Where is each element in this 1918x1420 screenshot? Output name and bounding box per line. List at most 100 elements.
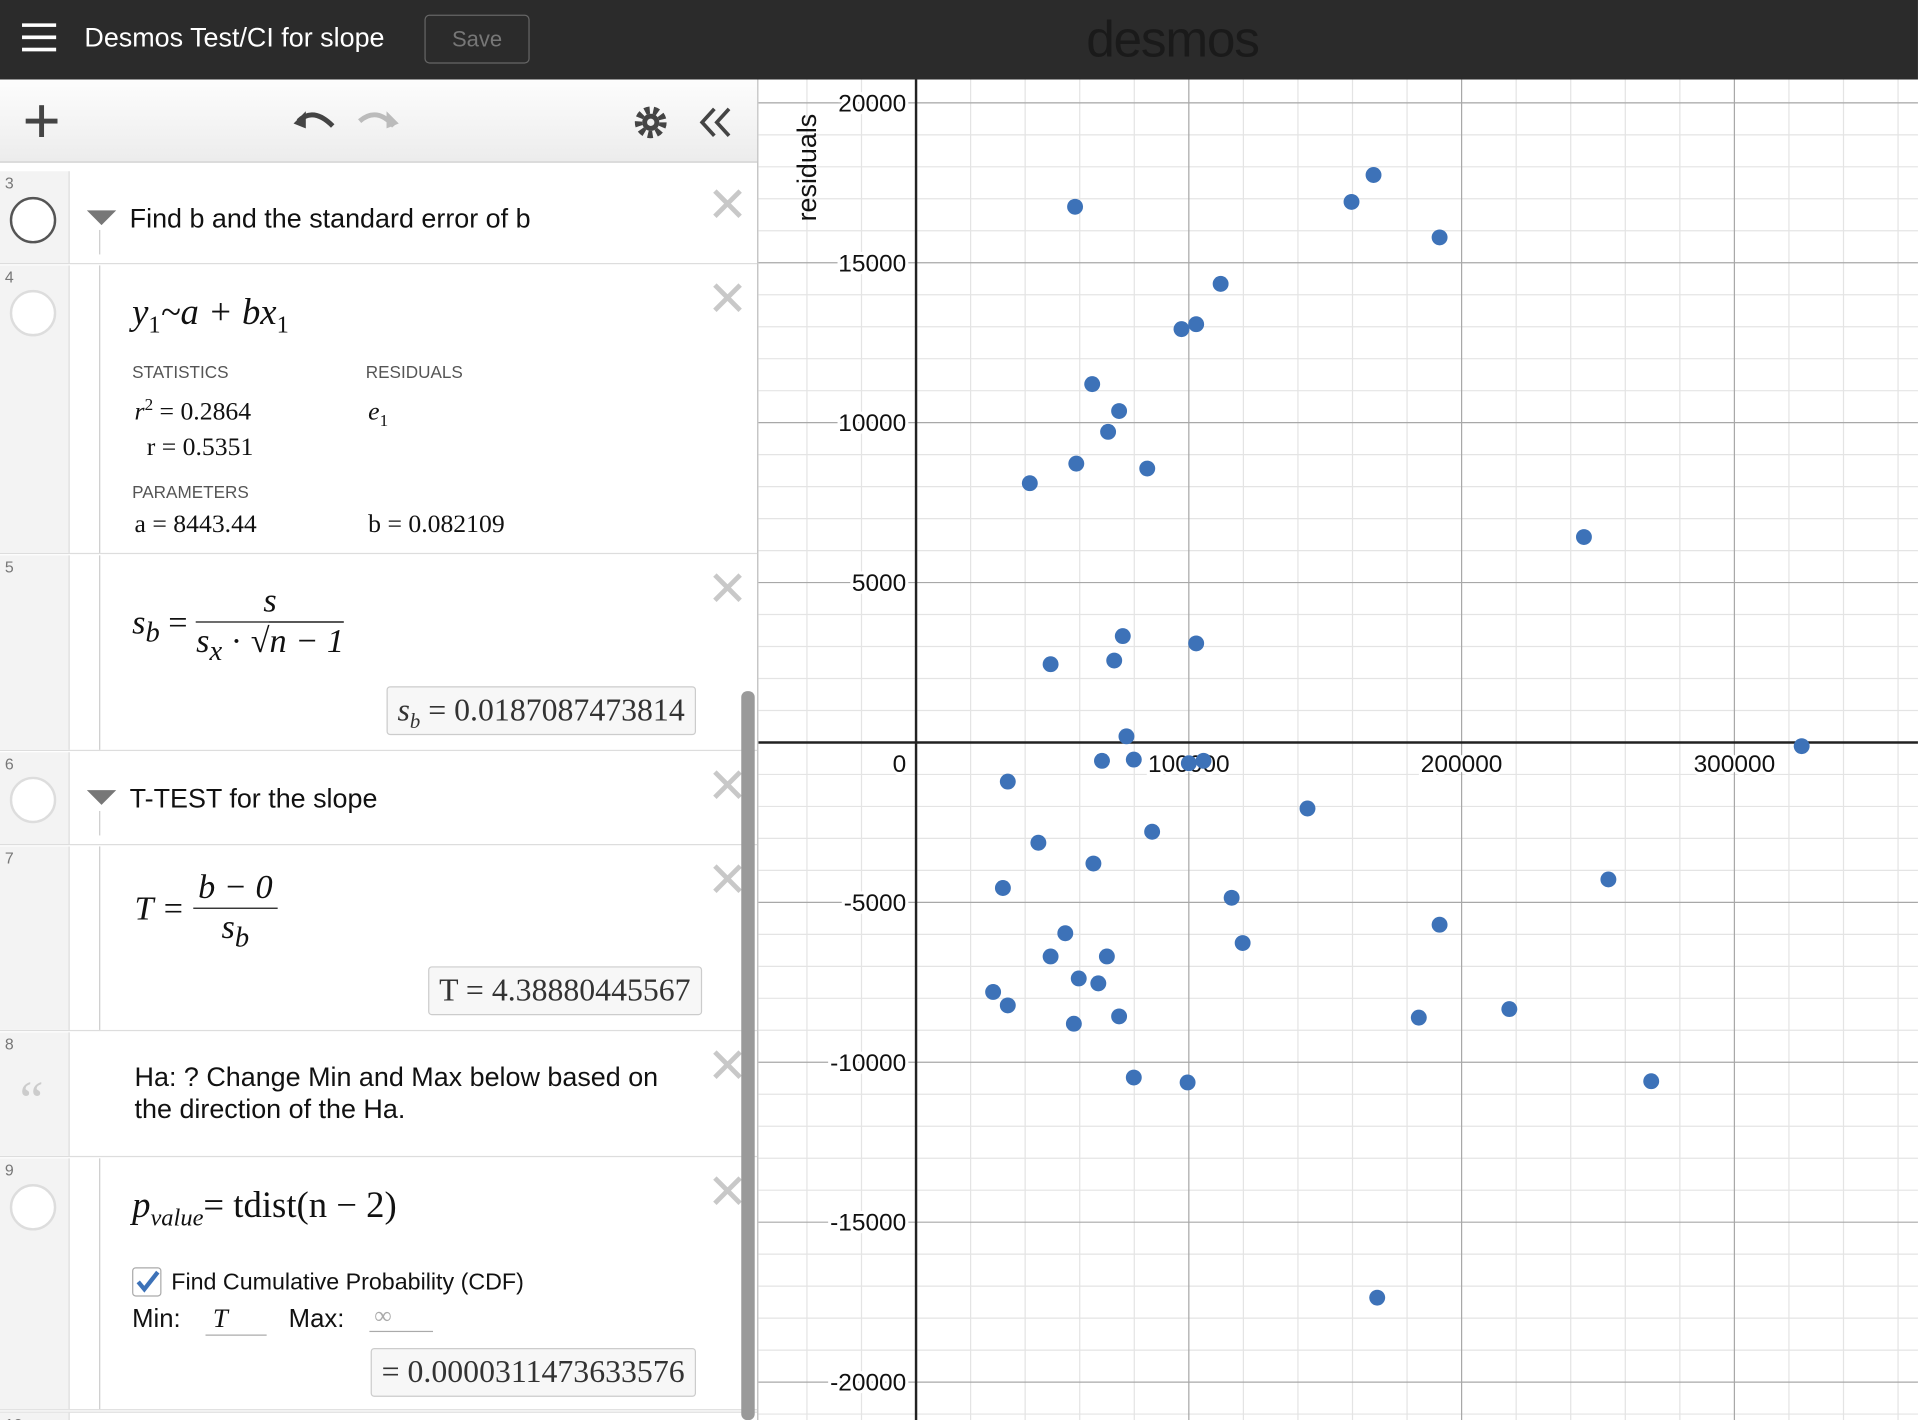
- undo-redo[interactable]: [291, 104, 401, 141]
- r-squared: r2 = 0.2864: [135, 396, 252, 427]
- math: = tdist(n − 2): [203, 1185, 397, 1226]
- param-a: a = 8443.44: [134, 508, 257, 539]
- visibility-toggle[interactable]: [9, 289, 57, 337]
- math: b: [145, 616, 160, 649]
- y-tick-label: -10000: [830, 1050, 906, 1077]
- data-point: [1021, 475, 1038, 492]
- data-point: [1299, 800, 1316, 817]
- indent-bar: [99, 555, 101, 750]
- collapse-button[interactable]: [697, 104, 734, 141]
- toolbar: [0, 79, 758, 163]
- delete-button[interactable]: ✕: [707, 1039, 749, 1094]
- math: y: [132, 292, 149, 333]
- max-input[interactable]: ∞: [369, 1303, 434, 1333]
- data-point: [1068, 455, 1085, 472]
- delete-button[interactable]: ✕: [707, 1165, 749, 1220]
- data-point: [1179, 1074, 1196, 1091]
- math: = 0.0187087473814: [428, 692, 685, 728]
- indent-bar: [99, 846, 101, 1030]
- row-index: 5: [4, 557, 14, 577]
- graph-title[interactable]: Desmos Test/CI for slope: [84, 22, 385, 53]
- logo: desmos: [1086, 9, 1260, 68]
- math: value: [150, 1204, 204, 1232]
- settings-button[interactable]: [632, 104, 669, 141]
- data-point: [1431, 229, 1448, 246]
- menu-button[interactable]: [22, 23, 57, 52]
- numerator: b − 0: [193, 868, 278, 909]
- data-point: [1369, 1289, 1386, 1306]
- data-point: [985, 983, 1002, 1000]
- math: n − 1: [269, 621, 345, 661]
- y-tick-label: 5000: [852, 570, 906, 597]
- heading: RESIDUALS: [365, 362, 463, 382]
- y-axis-label: residuals: [792, 114, 822, 222]
- math: s: [132, 603, 146, 642]
- add-button[interactable]: [24, 104, 58, 138]
- min-input[interactable]: T: [205, 1303, 267, 1336]
- data-point: [1106, 652, 1123, 669]
- folder-toggle[interactable]: [9, 776, 57, 824]
- regression-formula: y1~a + bx1: [132, 292, 289, 340]
- folder-title: Find b and the standard error of b: [129, 203, 531, 234]
- math: b: [409, 709, 421, 733]
- data-point: [1067, 198, 1084, 215]
- data-point: [1188, 316, 1205, 333]
- heading: STATISTICS: [132, 362, 229, 382]
- delete-button[interactable]: ✕: [707, 562, 749, 617]
- data-point: [1111, 403, 1128, 420]
- result: = 0.0000311473633576: [370, 1347, 696, 1397]
- data-point: [1125, 751, 1142, 768]
- scrollbar[interactable]: [741, 691, 755, 1420]
- indent-bar: [99, 1158, 101, 1410]
- math: 1: [148, 311, 161, 339]
- expression-panel: 3 Find b and the standard error of b ✕ 4…: [0, 79, 759, 1420]
- y-tick-label: -15000: [830, 1210, 906, 1237]
- collapse-triangle[interactable]: [86, 208, 118, 228]
- graph: 100000200000300000-20000-15000-10000-500…: [758, 79, 1918, 1420]
- math: ·: [230, 622, 243, 661]
- delete-button[interactable]: ✕: [707, 759, 749, 814]
- indent-bar: [99, 265, 101, 553]
- note-row: 8 “ Ha: ? Change Min and Max below based…: [0, 1032, 758, 1158]
- visibility-toggle[interactable]: [9, 1184, 57, 1231]
- data-point: [1501, 1001, 1518, 1018]
- data-point: [1188, 635, 1205, 652]
- data-point: [1042, 656, 1059, 673]
- x-tick-label: 200000: [1421, 751, 1503, 778]
- folder-icon[interactable]: [9, 196, 57, 244]
- fraction: s sx · √n − 1: [196, 582, 345, 668]
- row-index: 7: [4, 848, 14, 868]
- data-point: [994, 880, 1011, 896]
- data-point: [1098, 948, 1115, 965]
- pvalue-formula: pvalue= tdist(n − 2): [132, 1185, 397, 1233]
- data-point: [999, 997, 1016, 1014]
- data-point: [1195, 752, 1212, 769]
- math: e: [368, 396, 380, 426]
- data-point: [1575, 529, 1592, 545]
- note-icon: “: [19, 1070, 44, 1131]
- top-bar: Desmos Test/CI for slope Save desmos: [0, 0, 1918, 80]
- data-point: [1223, 889, 1240, 906]
- save-button[interactable]: Save: [424, 14, 530, 64]
- denominator: sx · √n − 1: [196, 621, 345, 668]
- collapse-triangle[interactable]: [86, 788, 118, 808]
- delete-button[interactable]: ✕: [707, 272, 749, 327]
- row-index: 8: [4, 1034, 14, 1054]
- math: 1: [379, 412, 389, 431]
- heading: PARAMETERS: [132, 481, 249, 502]
- max-label: Max:: [288, 1305, 345, 1334]
- expression-row: 7 T = b − 0 sb T = 4.38880445567 ✕: [0, 846, 758, 1032]
- checkbox[interactable]: [132, 1267, 162, 1297]
- math: 2: [144, 396, 154, 415]
- math: p: [132, 1185, 151, 1226]
- gutter: [0, 1412, 70, 1420]
- data-point: [999, 773, 1016, 790]
- data-point: [1212, 275, 1229, 292]
- gutter: [0, 1032, 70, 1156]
- y-tick-label: 10000: [838, 410, 906, 437]
- delete-button[interactable]: ✕: [707, 853, 749, 908]
- x-tick-label: 300000: [1694, 751, 1776, 778]
- indent-bar: [99, 810, 101, 836]
- delete-button[interactable]: ✕: [707, 178, 749, 233]
